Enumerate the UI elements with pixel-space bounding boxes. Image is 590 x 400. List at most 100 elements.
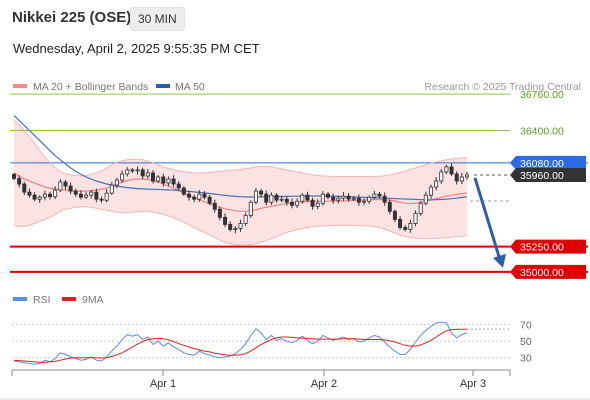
candle-body (109, 184, 114, 194)
candle-body (454, 173, 459, 182)
rsi-panel: 70 50 30 (12, 320, 532, 365)
candle (94, 188, 99, 203)
price-label-36400.00: 36400.00 (520, 126, 564, 138)
candle (156, 175, 161, 184)
candle-body (428, 186, 433, 196)
candle-body (382, 195, 387, 203)
candle (408, 219, 413, 233)
candle-body (125, 169, 130, 175)
candle (418, 201, 423, 216)
candle (223, 213, 228, 227)
candle (253, 187, 258, 205)
candle-body (295, 200, 300, 206)
candle-body (372, 193, 377, 198)
timeframe-badge[interactable]: 30 MIN (130, 7, 185, 31)
candle (73, 188, 78, 197)
research-credit: Research © 2025 Trading Central (424, 81, 581, 93)
rsi-tick-label-70: 70 (520, 320, 532, 332)
candle (372, 190, 377, 200)
candle (120, 170, 125, 183)
candle-body (12, 174, 16, 179)
candle-body (48, 193, 53, 198)
candle (37, 195, 42, 203)
rsi-ma9-legend-swatch (62, 297, 76, 301)
candle (465, 171, 469, 180)
candle-body (264, 193, 269, 203)
candle (99, 196, 104, 203)
candle-body (336, 197, 341, 201)
candle (233, 226, 238, 234)
candle-body (392, 210, 397, 220)
candle (58, 179, 63, 193)
candle (84, 192, 89, 200)
candle (68, 182, 73, 195)
candle (53, 186, 58, 200)
candle-body (346, 195, 351, 200)
candle-body (53, 189, 58, 198)
candle (217, 206, 222, 221)
candle-body (197, 193, 202, 200)
candle (284, 196, 289, 206)
candle (125, 167, 130, 177)
candle (27, 188, 32, 198)
candle-body (27, 191, 32, 196)
candle (228, 221, 233, 232)
candle-body (449, 166, 454, 175)
candle-body (32, 194, 37, 200)
price-label-bg (510, 264, 586, 279)
moving-average-layer (13, 114, 468, 246)
candle (181, 186, 186, 197)
candle (171, 175, 176, 187)
candle-body (310, 199, 315, 207)
candle (459, 172, 464, 185)
candle (362, 198, 367, 206)
price-label-36080.00: 36080.00 (510, 155, 586, 170)
candle-body (362, 200, 367, 203)
candle (161, 173, 166, 187)
candle-body (341, 195, 346, 199)
candle (192, 194, 197, 203)
candle (331, 193, 336, 204)
x-tick-label-apr2: Apr 2 (311, 378, 337, 390)
candle-body (176, 183, 181, 189)
candle-body (274, 194, 279, 201)
rsi-legend-swatch (13, 297, 27, 301)
price-label-text: 35000.00 (520, 267, 564, 279)
candle-body (42, 193, 47, 198)
ma50-legend-label: MA 50 (175, 81, 205, 93)
candle (259, 188, 264, 198)
candle (12, 172, 16, 181)
ma20-line (13, 172, 468, 212)
candle-body (192, 196, 197, 200)
candle-body (305, 194, 310, 201)
candle-body (238, 223, 243, 229)
bb-lower-line (13, 206, 468, 246)
candle-body (413, 212, 418, 224)
candle (403, 225, 408, 232)
candle-body (114, 179, 119, 186)
candle (207, 195, 212, 206)
candle-body (84, 194, 89, 198)
price-label-text: 36080.00 (520, 158, 564, 170)
candle (428, 184, 433, 199)
price-label-36760.00: 36760.00 (520, 89, 564, 101)
rsi-tick-label-50: 50 (520, 336, 532, 348)
candle (336, 195, 341, 204)
bollinger-band-layer (14, 120, 467, 246)
candle (89, 190, 94, 199)
candle-body (104, 192, 109, 201)
candle (454, 171, 459, 185)
candle (295, 198, 300, 208)
candle-body (248, 201, 253, 216)
candle-body (171, 178, 176, 185)
price-label-text: 36400.00 (520, 126, 564, 138)
candle-body (202, 193, 207, 198)
price-label-text: 36760.00 (520, 89, 564, 101)
candle-body (269, 194, 274, 203)
candle-body (223, 216, 228, 225)
candle-body (161, 176, 166, 184)
candle (264, 190, 269, 206)
candle (269, 192, 274, 205)
candle (326, 192, 331, 200)
candle-body (228, 224, 233, 230)
